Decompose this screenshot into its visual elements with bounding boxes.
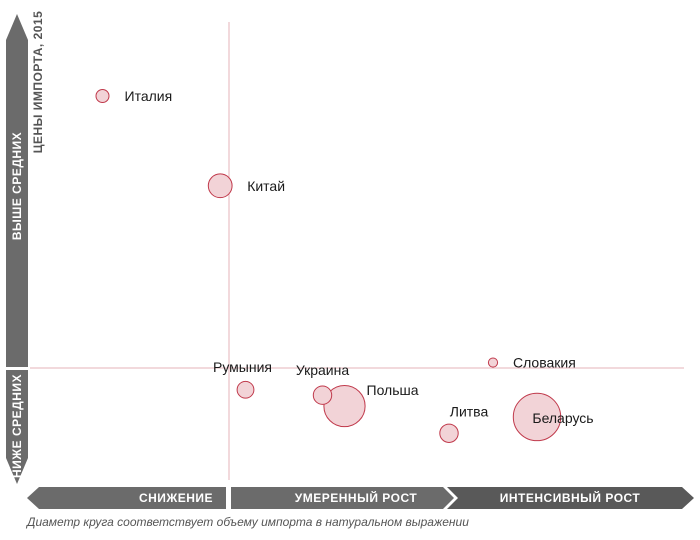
y-axis-title: ЦЕНЫ ИМПОРТА, 2015 (31, 11, 45, 154)
bubble-label-польша: Польша (367, 382, 419, 398)
bubble-label-китай: Китай (247, 178, 285, 194)
bubble-словакия (487, 357, 499, 368)
x-band-moderate (231, 487, 454, 509)
x-band-intensive (447, 487, 694, 509)
bubble-label-словакия: Словакия (513, 355, 576, 371)
bubble-label-беларусь: Беларусь (532, 410, 593, 426)
y-band-above (6, 14, 28, 367)
x-band-moderate-label: УМЕРЕННЫЙ РОСТ (295, 490, 418, 505)
y-band-arrow: ВЫШЕ СРЕДНИХ НИЖЕ СРЕДНИХ (6, 14, 28, 484)
x-band-intensive-label: ИНТЕНСИВНЫЙ РОСТ (500, 490, 641, 505)
y-band-below-label: НИЖЕ СРЕДНИХ (10, 374, 24, 478)
bubble-label-литва: Литва (450, 403, 489, 419)
bubble-италия (95, 89, 110, 103)
x-band-arrow: СНИЖЕНИЕ УМЕРЕННЫЙ РОСТ ИНТЕНСИВНЫЙ РОСТ (27, 487, 694, 509)
bubble-label-украина: Украина (296, 362, 350, 378)
bubble-labels: Италия Китай Румыния Украина Польша Словакия Л… (125, 88, 594, 426)
bubble-польша (323, 384, 366, 428)
bubble-китай (207, 173, 233, 199)
y-band-above-label: ВЫШЕ СРЕДНИХ (10, 132, 24, 240)
bubble-румыния (236, 380, 255, 399)
bubble-label-румыния: Румыния (213, 359, 272, 375)
bubble-series (95, 89, 562, 443)
footnote: Диаметр круга соответствует объему импор… (27, 515, 469, 529)
bubble-беларусь (512, 392, 562, 442)
bubble-label-италия: Италия (125, 88, 173, 104)
x-band-decline (27, 487, 226, 509)
bubble-литва (439, 423, 459, 443)
x-band-decline-label: СНИЖЕНИЕ (139, 491, 213, 505)
y-band-below (6, 370, 28, 484)
bubble-украина (312, 385, 333, 405)
